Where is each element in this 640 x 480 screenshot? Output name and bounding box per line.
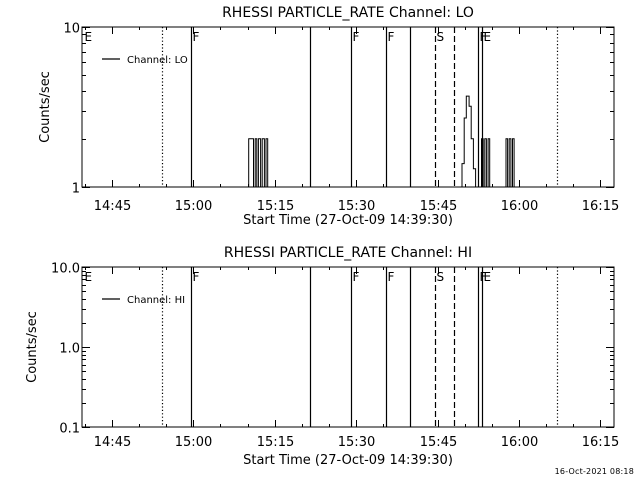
x-axis-label: Start Time (27-Oct-09 14:39:30) <box>243 453 453 468</box>
plot-frame <box>81 266 615 428</box>
x-tick-label: 14:45 <box>94 435 131 450</box>
data-series-line <box>246 95 515 188</box>
marker-label: F <box>388 30 395 44</box>
y-tick-label: 1.0 <box>59 342 80 357</box>
marker-label: E <box>484 270 492 284</box>
marker-label: S <box>437 30 445 44</box>
legend-label: Channel: LO <box>127 55 188 66</box>
x-tick-label: 15:00 <box>175 435 212 450</box>
legend-label: Channel: HI <box>127 295 185 306</box>
chart-title: RHESSI PARTICLE_RATE Channel: HI <box>224 245 472 261</box>
marker-label: F <box>353 270 360 284</box>
marker-label: E <box>85 270 93 284</box>
x-axis-label: Start Time (27-Oct-09 14:39:30) <box>243 213 453 228</box>
x-tick-label: 14:45 <box>94 199 131 214</box>
x-tick-label: 15:30 <box>338 199 375 214</box>
chart-panel-2: RHESSI PARTICLE_RATE Channel: HI Counts/s… <box>25 245 619 468</box>
marker-label: F <box>353 30 360 44</box>
x-tick-label: 15:45 <box>420 435 457 450</box>
marker-label: F <box>388 270 395 284</box>
footer-date: 16-Oct-2021 08:18 <box>554 467 634 476</box>
y-tick-label: 0.1 <box>59 422 80 437</box>
chart-panel-1: RHESSI PARTICLE_RATE Channel: LO Counts/s… <box>38 5 619 228</box>
chart-title: RHESSI PARTICLE_RATE Channel: LO <box>222 5 474 21</box>
marker-label: F <box>193 30 200 44</box>
marker-label: F <box>193 270 200 284</box>
plot-frame <box>81 26 615 188</box>
x-tick-label: 15:30 <box>338 435 375 450</box>
y-tick-label: 10 <box>63 22 80 37</box>
marker-label: E <box>85 30 93 44</box>
x-tick-label: 16:00 <box>501 199 538 214</box>
marker-label: E <box>484 30 492 44</box>
x-tick-label: 15:15 <box>257 435 294 450</box>
y-axis-label: Counts/sec <box>38 71 53 143</box>
x-tick-label: 16:15 <box>582 435 619 450</box>
x-tick-label: 15:15 <box>257 199 294 214</box>
y-tick-label: 10.0 <box>51 262 80 277</box>
x-tick-label: 16:00 <box>501 435 538 450</box>
x-tick-label: 15:45 <box>420 199 457 214</box>
x-tick-label: 16:15 <box>582 199 619 214</box>
marker-label: S <box>437 270 445 284</box>
y-tick-label: 1 <box>72 182 80 197</box>
y-axis-label: Counts/sec <box>25 311 40 383</box>
x-tick-label: 15:00 <box>175 199 212 214</box>
